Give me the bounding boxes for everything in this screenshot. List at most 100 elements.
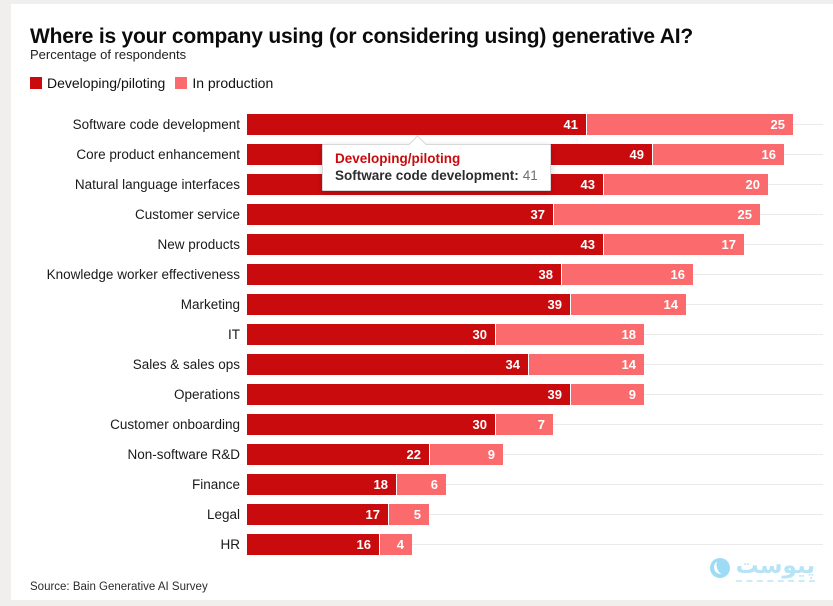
chart-row: New products 43 17 <box>0 230 833 260</box>
chart-subtitle: Percentage of respondents <box>30 47 187 62</box>
bar-segment-developing[interactable]: 38 <box>247 264 561 285</box>
bar-group: 16 4 <box>247 534 412 555</box>
bar-segment-developing[interactable]: 22 <box>247 444 429 465</box>
chart-row: HR 16 4 <box>0 530 833 560</box>
bar-value-label: 34 <box>505 357 520 372</box>
bar-segment-developing[interactable]: 43 <box>247 234 603 255</box>
chart-row: Knowledge worker effectiveness 38 16 <box>0 260 833 290</box>
bar-segment-production[interactable]: 9 <box>429 444 503 465</box>
bar-value-label: 18 <box>373 477 388 492</box>
bar-value-label: 14 <box>621 357 636 372</box>
chart-row: Non-software R&D 22 9 <box>0 440 833 470</box>
bar-segment-developing[interactable]: 41 <box>247 114 586 135</box>
bar-value-label: 30 <box>472 417 487 432</box>
bar-group: 30 18 <box>247 324 644 345</box>
bar-value-label: 16 <box>356 537 371 552</box>
category-label: IT <box>228 327 240 342</box>
bar-segment-production[interactable]: 9 <box>570 384 644 405</box>
bar-value-label: 25 <box>737 207 752 222</box>
bar-value-label: 41 <box>563 117 578 132</box>
legend: Developing/piloting In production <box>30 75 273 91</box>
screenshot-edge-left <box>0 0 11 606</box>
bar-value-label: 39 <box>547 297 562 312</box>
bar-group: 43 17 <box>247 234 744 255</box>
category-label: Non-software R&D <box>127 447 240 462</box>
bar-value-label: 14 <box>663 297 678 312</box>
bar-group: 30 7 <box>247 414 553 435</box>
bar-segment-developing[interactable]: 30 <box>247 414 495 435</box>
bar-segment-production[interactable]: 20 <box>603 174 768 195</box>
category-label: Customer service <box>134 207 240 222</box>
bar-segment-production[interactable]: 5 <box>388 504 429 525</box>
chart-row: Operations 39 9 <box>0 380 833 410</box>
category-label: Customer onboarding <box>110 417 240 432</box>
bar-segment-production[interactable]: 25 <box>586 114 793 135</box>
chart-row: Customer onboarding 30 7 <box>0 410 833 440</box>
bar-value-label: 49 <box>629 147 644 162</box>
category-label: Software code development <box>72 117 240 132</box>
bar-value-label: 22 <box>406 447 421 462</box>
bar-value-label: 5 <box>413 507 421 522</box>
bar-value-label: 25 <box>770 117 785 132</box>
legend-swatch-developing-icon <box>30 77 42 89</box>
bar-segment-developing[interactable]: 37 <box>247 204 553 225</box>
source-note: Source: Bain Generative AI Survey <box>30 581 208 593</box>
category-label: Sales & sales ops <box>132 357 240 372</box>
category-label: HR <box>220 537 241 552</box>
legend-label-developing: Developing/piloting <box>47 75 166 91</box>
bar-value-label: 4 <box>396 537 404 552</box>
chart-row: Finance 18 6 <box>0 470 833 500</box>
bar-group: 22 9 <box>247 444 503 465</box>
screenshot-edge-bottom <box>0 600 833 606</box>
bar-segment-production[interactable]: 16 <box>561 264 693 285</box>
bar-group: 37 25 <box>247 204 760 225</box>
tooltip-series-name: Developing/piloting <box>335 151 461 166</box>
bar-group: 18 6 <box>247 474 446 495</box>
tooltip-value-line: Software code development: 41 <box>335 167 538 184</box>
chart-row: IT 30 18 <box>0 320 833 350</box>
bar-segment-production[interactable]: 14 <box>570 294 686 315</box>
bar-segment-developing[interactable]: 18 <box>247 474 396 495</box>
peivast-watermark: پیوست <box>709 553 815 583</box>
row-gridline <box>247 544 823 545</box>
bar-segment-production[interactable]: 7 <box>495 414 553 435</box>
category-label: Core product enhancement <box>76 147 240 162</box>
peivast-logo-icon <box>709 558 730 579</box>
tooltip-category: Software code development: <box>335 168 519 183</box>
bar-group: 38 16 <box>247 264 693 285</box>
bar-segment-developing[interactable]: 39 <box>247 384 570 405</box>
bar-group: 41 25 <box>247 114 793 135</box>
bar-value-label: 43 <box>580 177 595 192</box>
bar-group: 39 14 <box>247 294 686 315</box>
bar-segment-developing[interactable]: 34 <box>247 354 528 375</box>
bar-segment-production[interactable]: 14 <box>528 354 644 375</box>
bar-segment-production[interactable]: 16 <box>652 144 784 165</box>
bar-value-label: 37 <box>530 207 545 222</box>
bar-value-label: 6 <box>430 477 438 492</box>
row-gridline <box>247 514 823 515</box>
bar-segment-production[interactable]: 17 <box>603 234 744 255</box>
bar-segment-production[interactable]: 4 <box>379 534 412 555</box>
bar-value-label: 39 <box>547 387 562 402</box>
chart-row: Marketing 39 14 <box>0 290 833 320</box>
bar-value-label: 20 <box>745 177 760 192</box>
bar-value-label: 16 <box>761 147 776 162</box>
bar-value-label: 43 <box>580 237 595 252</box>
bar-segment-developing[interactable]: 16 <box>247 534 379 555</box>
category-label: Finance <box>191 477 240 492</box>
bar-group: 34 14 <box>247 354 644 375</box>
bar-value-label: 18 <box>621 327 636 342</box>
bar-value-label: 17 <box>365 507 380 522</box>
row-gridline <box>247 454 823 455</box>
bar-segment-developing[interactable]: 39 <box>247 294 570 315</box>
category-label: Legal <box>206 507 240 522</box>
legend-label-production: In production <box>192 75 274 91</box>
bar-segment-production[interactable]: 25 <box>553 204 760 225</box>
bar-segment-production[interactable]: 6 <box>396 474 446 495</box>
bar-segment-developing[interactable]: 30 <box>247 324 495 345</box>
bar-value-label: 16 <box>670 267 685 282</box>
category-label: New products <box>157 237 240 252</box>
bar-segment-developing[interactable]: 17 <box>247 504 388 525</box>
bar-group: 39 9 <box>247 384 644 405</box>
bar-segment-production[interactable]: 18 <box>495 324 644 345</box>
